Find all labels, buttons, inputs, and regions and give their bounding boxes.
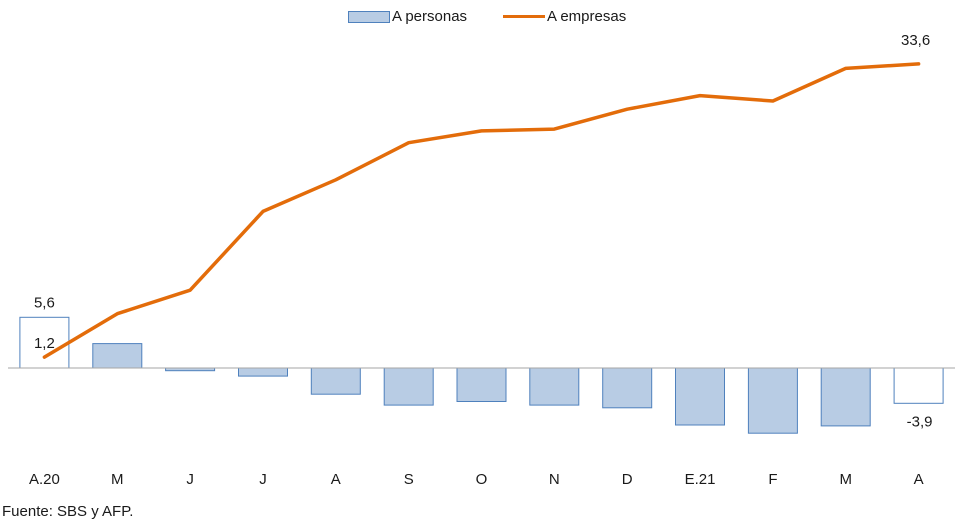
bar-personas-5 xyxy=(383,367,434,406)
x-tick-label-11: M xyxy=(839,471,852,488)
x-tick-label-3: J xyxy=(259,471,267,488)
legend-item-empresas: A empresas xyxy=(503,8,626,25)
x-tick-label-0: A.20 xyxy=(29,471,60,488)
x-tick-label-10: F xyxy=(768,471,777,488)
legend: A personas A empresas xyxy=(0,8,963,30)
legend-item-personas: A personas xyxy=(348,8,467,25)
x-tick-label-9: E.21 xyxy=(685,471,716,488)
data-label-empresas-0: 1,2 xyxy=(34,335,55,352)
data-label-personas-0: 5,6 xyxy=(34,294,55,311)
bar-personas-9 xyxy=(675,367,725,426)
bar-personas-8 xyxy=(602,367,653,409)
x-tick-label-12: A xyxy=(914,471,924,488)
x-tick-label-1: M xyxy=(111,471,124,488)
legend-line-swatch xyxy=(503,15,545,18)
data-label-empresas-12: 33,6 xyxy=(901,32,930,49)
x-axis-ticks: A.20 M J J A S O N D E.21 F M A xyxy=(29,471,924,488)
x-tick-label-2: J xyxy=(186,471,194,488)
line-layer xyxy=(42,62,921,359)
bar-personas-6 xyxy=(456,367,507,402)
bar-personas-7 xyxy=(529,367,580,406)
legend-label-personas: A personas xyxy=(392,8,468,25)
data-label-personas-12: -3,9 xyxy=(907,413,933,430)
bars-layer xyxy=(19,316,944,434)
bar-personas-12 xyxy=(893,367,944,404)
x-tick-label-5: S xyxy=(404,471,414,488)
x-tick-label-7: N xyxy=(549,471,560,488)
bar-personas-0 xyxy=(19,316,70,369)
data-labels: 5,6 1,2 33,6 -3,9 xyxy=(34,32,933,430)
legend-bar-swatch xyxy=(348,10,390,23)
bar-personas-1 xyxy=(92,343,143,369)
legend-label-empresas: A empresas xyxy=(547,8,627,25)
bar-personas-11 xyxy=(820,367,871,427)
bar-personas-10 xyxy=(747,367,798,434)
x-tick-label-6: O xyxy=(476,471,488,488)
x-tick-label-4: A xyxy=(331,471,341,488)
bar-personas-4 xyxy=(310,367,361,395)
x-tick-label-8: D xyxy=(622,471,633,488)
source-note: Fuente: SBS y AFP. xyxy=(2,503,134,520)
bar-personas-3 xyxy=(238,367,288,377)
line-empresas xyxy=(42,62,921,359)
